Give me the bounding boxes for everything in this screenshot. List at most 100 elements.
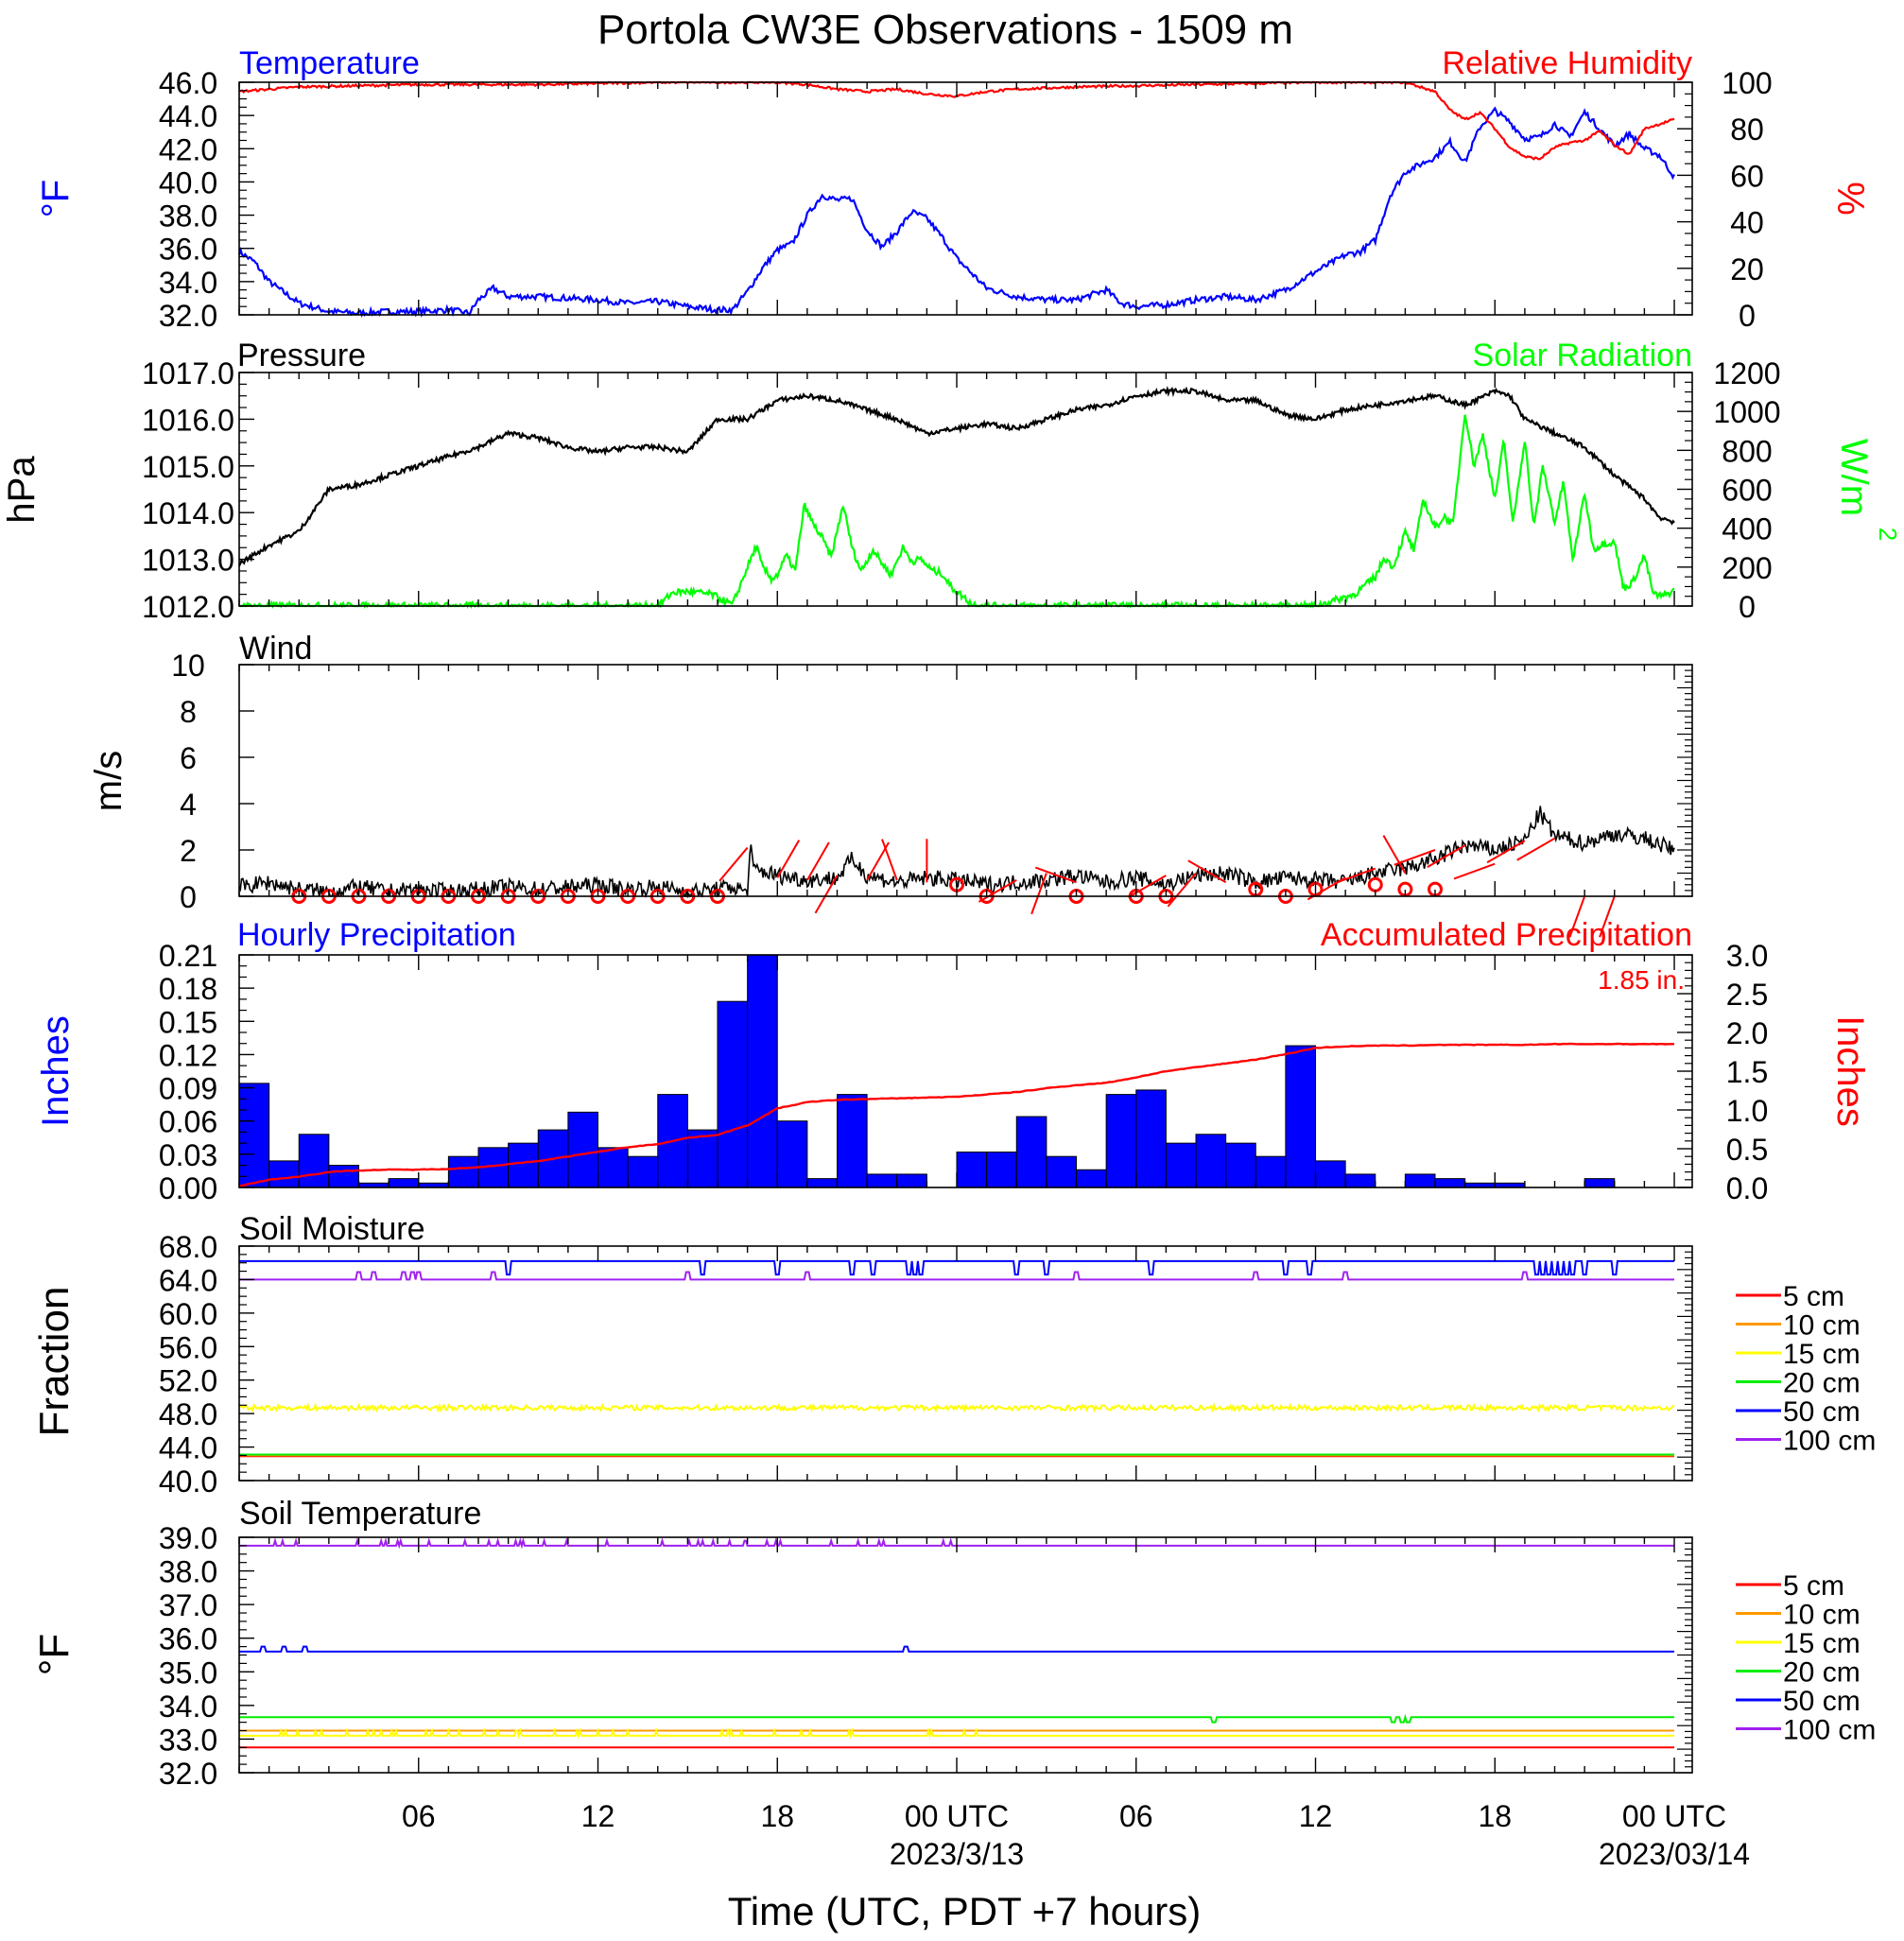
x-date-label: 2023/3/13 (890, 1837, 1024, 1871)
chart-title: Portola CW3E Observations - 1509 m (597, 7, 1293, 53)
x-tick-label: 12 (581, 1799, 615, 1833)
y-tick-label: 1016.0 (142, 403, 234, 437)
accum-precip-title: Accumulated Precipitation (1321, 917, 1692, 953)
x-tick-label: 12 (1299, 1799, 1333, 1833)
x-tick-label: 06 (402, 1799, 436, 1833)
x-tick-label: 00 UTC (1622, 1799, 1726, 1833)
y-tick-label: 4 (180, 788, 197, 822)
x-tick-label: 06 (1119, 1799, 1153, 1833)
hourly-precip-bar (1195, 1134, 1227, 1188)
soil-panel-title: Soil Moisture (239, 1211, 425, 1247)
hourly-precip-bar (567, 1111, 599, 1188)
y-tick-label: 1015.0 (142, 450, 234, 484)
y-tick-label: 1200 (1713, 356, 1780, 390)
y-tick-label: 1017.0 (142, 356, 234, 390)
y-tick-label: 33.0 (159, 1723, 217, 1757)
y-tick-label: 52.0 (159, 1364, 217, 1398)
legend-label: 5 cm (1783, 1570, 1844, 1602)
y-tick-label: 100 (1722, 66, 1772, 100)
y-tick-label: 0.03 (159, 1138, 217, 1172)
y-tick-label: 37.0 (159, 1588, 217, 1622)
accumulated-precip-line (238, 1042, 1675, 1187)
y-tick-label: 0.15 (159, 1005, 217, 1039)
hourly-precip-bar (717, 1000, 749, 1188)
wind-barb (814, 875, 839, 914)
y-tick-label: 39.0 (159, 1521, 217, 1555)
hourly-precip-bar (896, 1173, 927, 1188)
wind-barb (1486, 840, 1526, 864)
wind-barb (881, 839, 898, 881)
hourly-precip-bar (866, 1173, 898, 1188)
y-tick-label: 800 (1722, 434, 1772, 468)
y-tick-label: 34.0 (159, 266, 217, 300)
hourly-precip-bar (597, 1147, 629, 1188)
x-tick-label: 00 UTC (905, 1799, 1009, 1833)
x-tick-label: 18 (1478, 1799, 1512, 1833)
humidity-title: Relative Humidity (1442, 45, 1692, 81)
wind-barb (1516, 837, 1556, 861)
pressure-axis-label: hPa (1, 456, 43, 524)
y-tick-label: 44.0 (159, 99, 217, 133)
y-tick-label: 42.0 (159, 132, 217, 166)
soil-axis-label: °F (31, 1634, 78, 1675)
y-tick-label: 1.5 (1726, 1055, 1768, 1089)
y-tick-label: 0.00 (159, 1171, 217, 1205)
y-tick-label: 35.0 (159, 1655, 217, 1690)
y-tick-label: 1014.0 (142, 496, 234, 530)
soil-series-line (238, 1402, 1675, 1413)
text-layer: Portola CW3E Observations - 1509 m Time … (1, 7, 1902, 1933)
y-tick-label: 1000 (1713, 395, 1780, 429)
hourly-precip-bar (986, 1152, 1017, 1188)
y-tick-label: 200 (1722, 551, 1772, 585)
hourly-precip-bar (1344, 1173, 1376, 1188)
hourly-precip-bar (1046, 1155, 1078, 1188)
hourly-precip-bar (837, 1094, 868, 1188)
y-tick-label: 36.0 (159, 1622, 217, 1656)
wind-barb (1568, 895, 1586, 938)
accum-total-annotation: 1.85 in. (1598, 965, 1685, 995)
frames-layer (238, 81, 1693, 1774)
hourly-precip-bar (298, 1134, 330, 1188)
y-tick-label: 0 (1739, 590, 1756, 624)
wind-barb (1128, 875, 1167, 898)
y-tick-label: 60.0 (159, 1297, 217, 1331)
wind-barb (1030, 873, 1047, 915)
y-tick-label: 10 (171, 649, 205, 683)
hourly-precip-bar (328, 1165, 360, 1188)
wind-barb (978, 878, 1017, 903)
wind-barb (1599, 895, 1616, 938)
soil-panel-title: Soil Temperature (239, 1496, 481, 1532)
y-tick-label: 38.0 (159, 199, 217, 234)
y-tick-label: 8 (180, 695, 197, 729)
y-tick-label: 0 (1739, 299, 1756, 333)
temperature-line (237, 106, 1675, 319)
y-tick-label: 0.5 (1726, 1133, 1768, 1167)
y-tick-label: 0.21 (159, 939, 217, 973)
y-tick-label: 38.0 (159, 1555, 217, 1589)
hourly-precip-bar (1315, 1160, 1346, 1188)
hourly-precip-bar (1165, 1142, 1197, 1188)
y-tick-label: 80 (1730, 113, 1764, 147)
y-tick-label: 32.0 (159, 1757, 217, 1791)
y-tick-label: 40 (1730, 206, 1764, 240)
hourly-precip-bar (1285, 1045, 1317, 1188)
hourly-precip-bar (508, 1142, 539, 1188)
y-tick-label: 400 (1722, 512, 1772, 546)
y-tick-label: 40.0 (159, 165, 217, 199)
y-tick-label: 600 (1722, 474, 1772, 508)
wind-barb (1382, 835, 1407, 875)
hourly-precip-bar (956, 1152, 988, 1188)
wind-barb (776, 840, 801, 878)
x-tick-label: 18 (760, 1799, 794, 1833)
y-tick-label: 1013.0 (142, 544, 234, 578)
y-tick-label: 0 (180, 880, 197, 914)
humidity-axis-label: % (1829, 182, 1871, 216)
y-tick-label: 46.0 (159, 66, 217, 100)
y-tick-label: 1012.0 (142, 590, 234, 624)
hourly-precip-bar (1584, 1178, 1616, 1188)
hourly-precip-axis-label: Inches (35, 1015, 77, 1127)
hourly-precip-bar (1135, 1089, 1167, 1188)
hourly-precip-bar (747, 954, 778, 1188)
hourly-precip-bar (806, 1178, 839, 1188)
